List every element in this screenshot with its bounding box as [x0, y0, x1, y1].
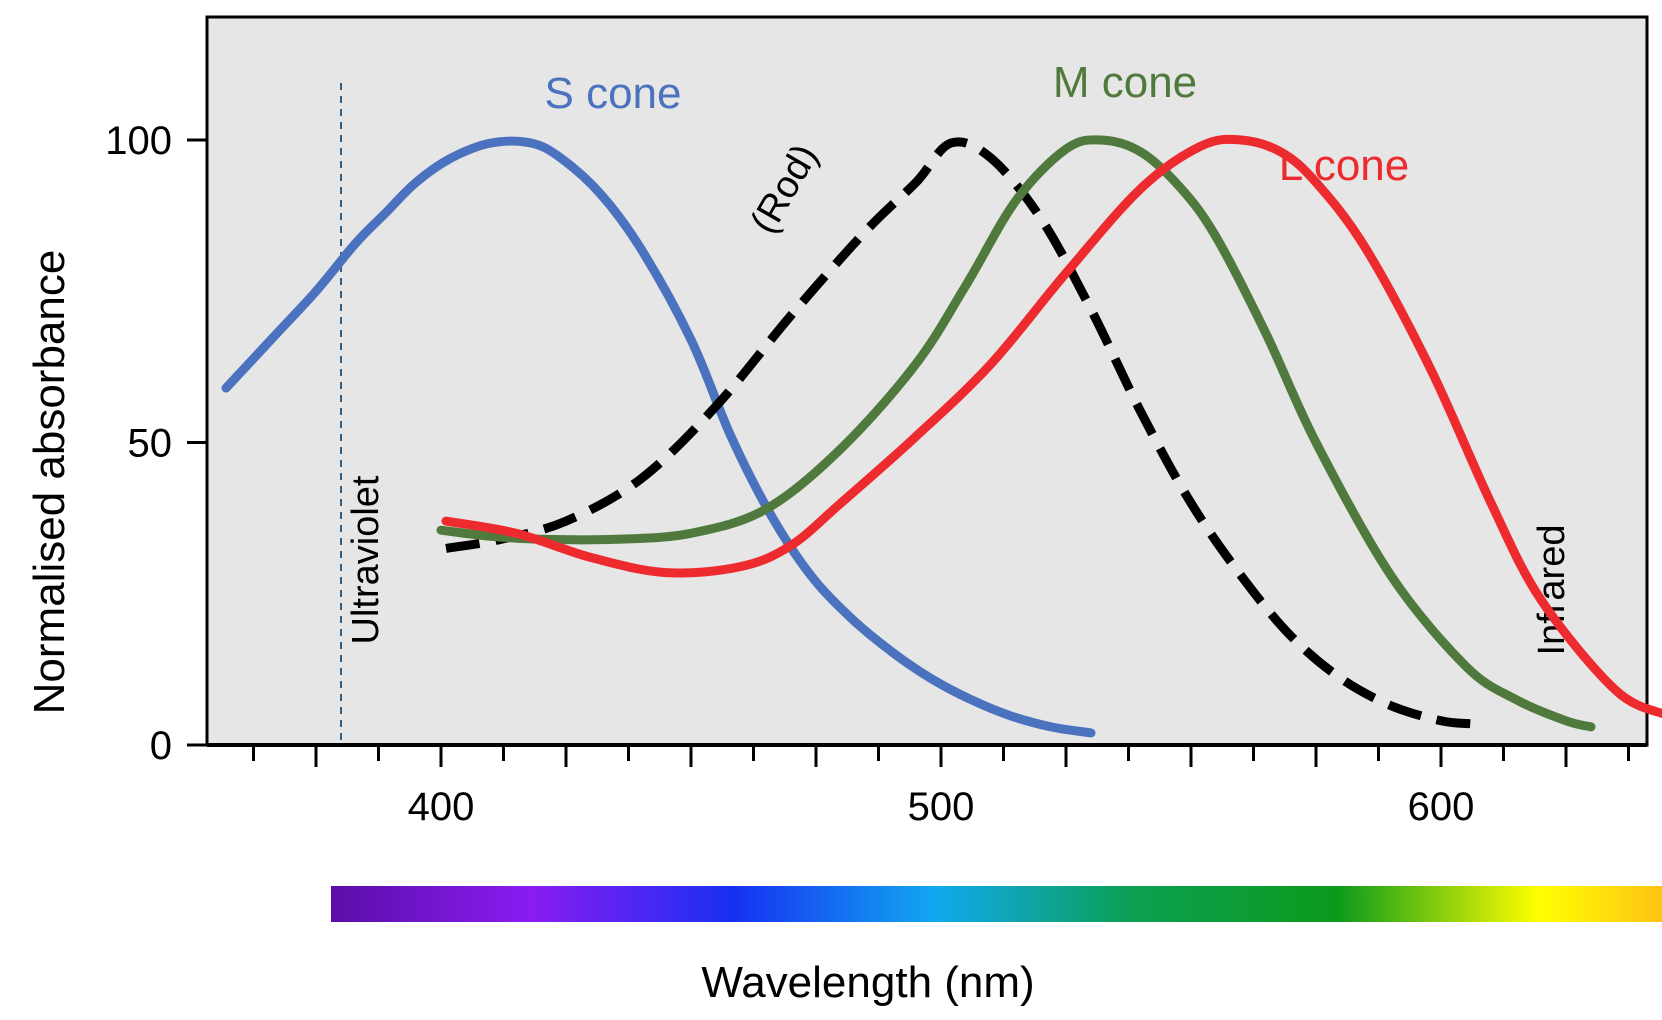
s-cone-label: S cone [545, 69, 682, 118]
x-tick-label: 600 [1408, 785, 1475, 829]
x-tick-label: 500 [908, 785, 975, 829]
spectrum-bar [331, 886, 1662, 922]
y-tick-label: 100 [105, 119, 172, 163]
rod-line [445, 137, 1472, 729]
l-cone-line [441, 134, 1662, 719]
ultraviolet-label: Ultraviolet [345, 475, 387, 644]
y-tick-label: 50 [128, 422, 173, 466]
x-axis-title: Wavelength (nm) [701, 958, 1034, 1007]
m-cone-label: M cone [1053, 58, 1197, 107]
plot-background [205, 15, 1649, 747]
l-cone-label: L cone [1279, 141, 1409, 190]
x-tick-label: 400 [408, 785, 475, 829]
s-cone-line [221, 136, 1096, 738]
series-lines [221, 134, 1662, 738]
y-axis-title: Normalised absorbance [25, 250, 74, 715]
m-cone-line [436, 135, 1596, 732]
axes: 400500600700050100 [105, 119, 1647, 829]
y-tick-label: 0 [150, 724, 172, 768]
